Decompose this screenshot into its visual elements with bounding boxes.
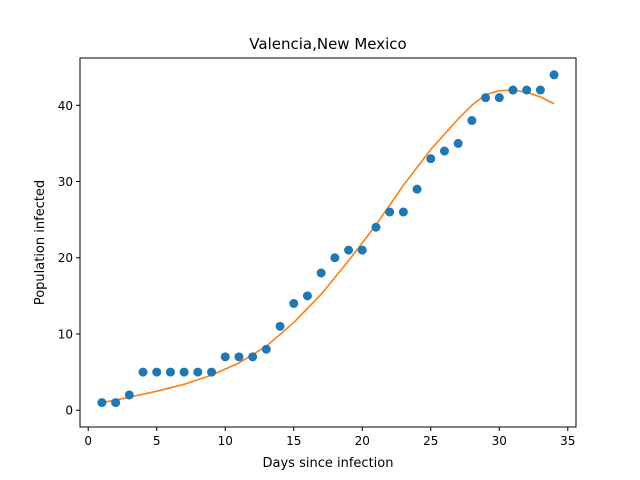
scatter-point xyxy=(398,207,408,217)
y-tick-label: 0 xyxy=(65,404,73,418)
scatter-point xyxy=(179,367,189,377)
x-tick-label: 20 xyxy=(355,434,370,448)
scatter-point xyxy=(124,390,134,400)
chart-marks xyxy=(97,70,559,408)
x-tick-label: 35 xyxy=(560,434,575,448)
scatter-point xyxy=(165,367,175,377)
x-tick-label: 5 xyxy=(153,434,161,448)
scatter-point xyxy=(412,184,422,194)
y-tick-label: 30 xyxy=(58,175,73,189)
scatter-point xyxy=(248,352,258,362)
y-tick-label: 20 xyxy=(58,251,73,265)
scatter-point xyxy=(481,93,491,103)
scatter-point xyxy=(330,253,340,263)
x-tick-label: 0 xyxy=(84,434,92,448)
y-axis: 0 10 20 30 40 xyxy=(58,99,80,418)
scatter-point xyxy=(535,85,545,95)
x-axis: 0 5 10 15 20 25 30 35 xyxy=(84,427,575,448)
x-tick-label: 30 xyxy=(492,434,507,448)
scatter-point xyxy=(138,367,148,377)
scatter-point xyxy=(344,245,354,255)
scatter-point xyxy=(371,222,381,232)
scatter-point xyxy=(193,367,203,377)
scatter-point xyxy=(316,268,326,278)
scatter-point xyxy=(220,352,230,362)
scatter-point xyxy=(97,398,107,408)
chart-title: Valencia,New Mexico xyxy=(249,35,406,53)
scatter-point xyxy=(426,154,436,164)
scatter-point xyxy=(467,116,477,126)
axes-frame xyxy=(79,57,577,428)
x-axis-label: Days since infection xyxy=(263,456,394,471)
scatter-point xyxy=(111,398,121,408)
scatter-point xyxy=(439,146,449,156)
scatter-point xyxy=(494,93,504,103)
scatter-point xyxy=(385,207,395,217)
y-tick-label: 40 xyxy=(58,99,73,113)
x-tick-label: 10 xyxy=(218,434,233,448)
x-tick-label: 25 xyxy=(423,434,438,448)
y-tick-label: 10 xyxy=(58,327,73,341)
y-axis-label: Population infected xyxy=(33,180,48,305)
scatter-point xyxy=(302,291,312,301)
scatter-point xyxy=(453,138,463,148)
scatter-point xyxy=(152,367,162,377)
scatter-point xyxy=(522,85,532,95)
scatter-point xyxy=(289,298,299,308)
scatter-point xyxy=(234,352,244,362)
scatter-point xyxy=(357,245,367,255)
scatter-point xyxy=(207,367,217,377)
scatter-point xyxy=(508,85,518,95)
x-tick-label: 15 xyxy=(286,434,301,448)
scatter-point xyxy=(275,321,285,331)
scatter-point xyxy=(549,70,559,80)
scatter-point xyxy=(261,344,271,354)
